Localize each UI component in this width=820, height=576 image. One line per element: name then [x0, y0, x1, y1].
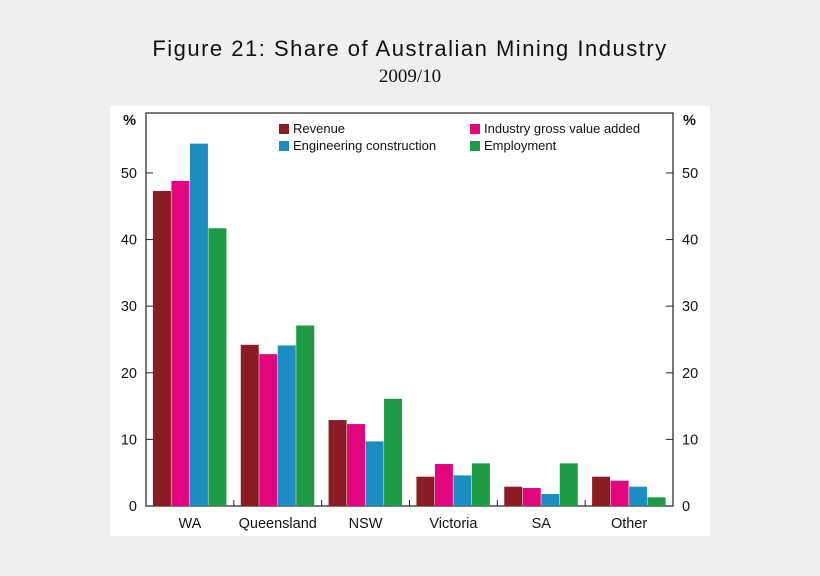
- bar-wa-revenue: [152, 190, 171, 506]
- bar-victoria-revenue: [416, 476, 435, 506]
- legend-swatch-industry-gross-value-added: [470, 124, 480, 134]
- legend-label-engineering-construction: Engineering construction: [293, 138, 436, 153]
- y-tick-label-right: 10: [682, 432, 698, 448]
- bar-wa-employment: [208, 228, 227, 506]
- bar-wa-industry-gross-value-added: [171, 180, 190, 506]
- y-axis-unit-left: %: [123, 113, 136, 129]
- bar-victoria-industry-gross-value-added: [434, 464, 453, 506]
- y-tick-label-left: 50: [121, 166, 137, 182]
- bar-queensland-industry-gross-value-added: [259, 354, 278, 506]
- legend-label-employment: Employment: [484, 138, 557, 153]
- bar-other-revenue: [592, 476, 611, 506]
- bar-other-industry-gross-value-added: [610, 480, 629, 506]
- x-tick-label: Other: [611, 516, 647, 532]
- bar-sa-engineering-construction: [541, 494, 560, 506]
- legend-swatch-engineering-construction: [279, 141, 289, 151]
- x-tick-label: Queensland: [239, 516, 317, 532]
- bar-nsw-industry-gross-value-added: [347, 424, 366, 506]
- bar-nsw-engineering-construction: [365, 441, 384, 506]
- y-tick-label-left: 0: [129, 499, 137, 515]
- bar-sa-industry-gross-value-added: [522, 488, 541, 506]
- x-tick-label: SA: [532, 516, 552, 532]
- bar-victoria-employment: [471, 463, 490, 506]
- y-tick-label-right: 20: [682, 366, 698, 382]
- x-tick-label: NSW: [349, 516, 383, 532]
- bar-queensland-engineering-construction: [277, 345, 296, 506]
- x-tick-label: Victoria: [429, 516, 478, 532]
- legend-label-revenue: Revenue: [293, 121, 345, 136]
- legend-label-industry-gross-value-added: Industry gross value added: [484, 121, 640, 136]
- chart-title: Figure 21: Share of Australian Mining In…: [152, 36, 668, 61]
- y-tick-label-left: 20: [121, 366, 137, 382]
- bar-wa-engineering-construction: [189, 143, 208, 506]
- bar-nsw-employment: [384, 398, 403, 506]
- bar-chart: 0 0 10 10 20 20 30 30 40 40 50 50% % WA Queensland NSW V…: [121, 112, 698, 532]
- y-axis-unit-right: %: [683, 113, 696, 129]
- y-tick-label-right: 0: [682, 499, 690, 515]
- bar-other-employment: [647, 497, 666, 506]
- legend-swatch-employment: [470, 141, 480, 151]
- y-tick-label-right: 40: [682, 233, 698, 249]
- y-tick-label-left: 10: [121, 432, 137, 448]
- y-tick-label-right: 30: [682, 299, 698, 315]
- chart-subtitle: 2009/10: [378, 66, 442, 87]
- y-tick-label-right: 50: [682, 166, 698, 182]
- bar-queensland-employment: [296, 325, 315, 506]
- chart-panel: 0 0 10 10 20 20 30 30 40 40 50 50%% WA Queensland NSW V…: [110, 106, 710, 536]
- y-tick-label-left: 30: [121, 299, 137, 315]
- bar-victoria-engineering-construction: [453, 475, 472, 506]
- y-tick-label-left: 40: [121, 233, 137, 249]
- bar-queensland-revenue: [240, 344, 259, 506]
- bar-sa-revenue: [504, 486, 523, 506]
- bar-nsw-revenue: [328, 420, 347, 506]
- legend-swatch-revenue: [279, 124, 289, 134]
- bar-other-engineering-construction: [629, 486, 648, 506]
- bar-sa-employment: [559, 463, 578, 506]
- x-tick-label: WA: [179, 516, 202, 532]
